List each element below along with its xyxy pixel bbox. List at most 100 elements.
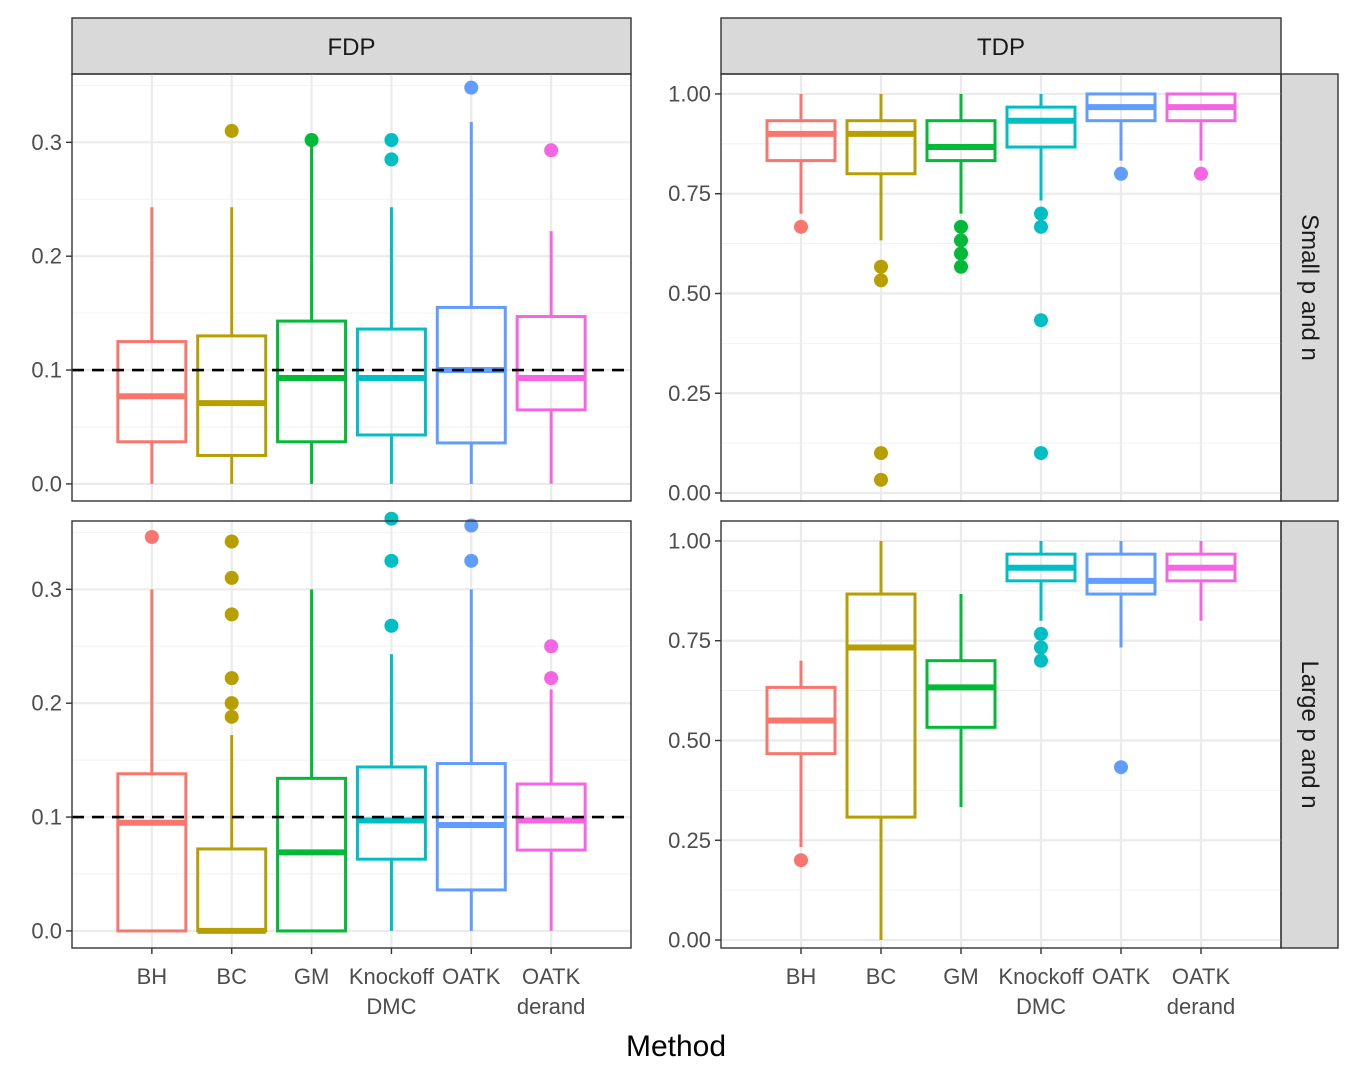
strip-label-fdp: FDP [328,34,376,61]
x-tick-label: GM [943,964,978,989]
outlier-point [954,259,968,274]
y-tick-label: 0.75 [668,628,711,653]
x-tick-label-line2: DMC [366,994,416,1019]
y-tick-label: 0.0 [31,918,62,943]
strip-label-small: Small p and n [1296,214,1323,361]
strip-label-tdp: TDP [977,34,1025,61]
x-axes: BH BC GM Knockoff DMC OATK OATK derand BH BC GM Kno… [137,948,1236,1019]
y-tick-label: 0.1 [31,358,62,383]
outlier-point [224,534,239,549]
outlier-point [1114,166,1128,181]
panel-border [71,73,632,502]
outlier-point [304,133,319,148]
box-iqr [515,315,587,412]
outlier-point [794,219,808,234]
box-oatk [435,518,507,931]
x-tick-label: OATK [442,964,501,989]
box-iqr [925,119,997,163]
x-tick-label-line2: DMC [1016,994,1066,1019]
y-tick-label: 0.25 [668,828,711,853]
outlier-point [224,607,239,622]
box-bh [116,207,188,484]
box-bc [845,540,917,941]
outlier-point [954,233,968,248]
outlier-point [384,511,399,526]
outlier-point [224,123,239,138]
box-iqr [435,305,507,445]
y-tick-label: 0.75 [668,181,711,206]
y-tick-label: 0.25 [668,381,711,406]
box-iqr [196,334,268,457]
panel-tdp-large: 0.00 0.25 0.50 0.75 1.00 [668,520,1282,953]
box-iqr [1085,552,1157,596]
y-tick-label: 0.0 [31,471,62,496]
panel-border [720,520,1282,949]
outlier-point [1034,626,1048,641]
strip-label-large: Large p and n [1296,660,1323,808]
x-tick-label: OATK [522,964,581,989]
box-iqr [355,327,427,437]
outlier-point [464,518,479,533]
outlier-point [874,259,888,274]
box-oatk [1085,540,1157,775]
outlier-point [384,133,399,148]
box-oatk-derand [1165,92,1237,181]
y-tick-label: 1.00 [668,81,711,106]
x-tick-label: BC [216,964,247,989]
box-iqr [1005,105,1077,149]
x-tick-label: BC [866,964,897,989]
panel-fdp-small: 0.0 0.1 0.2 0.3 [31,73,632,502]
outlier-point [954,246,968,261]
box-bh [116,529,188,933]
box-iqr [276,319,348,444]
outlier-point [384,553,399,568]
y-tick-label: 0.2 [31,244,62,269]
box-iqr [845,592,917,819]
y-tick-label: 0.1 [31,805,62,830]
outlier-point [544,143,559,158]
y-tick-label: 1.00 [668,528,711,553]
box-bh [765,660,837,868]
panel-border [720,73,1282,502]
box-bc [196,534,268,934]
box-gm [925,93,997,274]
x-axis-title: Method [626,1030,726,1063]
strip-small-p-n: Small p and n [1280,73,1339,502]
outlier-point [224,709,239,724]
box-bh [765,93,837,234]
outlier-point [794,853,808,868]
y-tick-label: 0.50 [668,728,711,753]
box-oatk [435,80,507,484]
outlier-point [384,618,399,633]
box-oatk-derand [1165,540,1237,621]
panels: 0.0 0.1 0.2 0.3 0.0 0.1 0.2 0.3 0.00 0.25 0.50 0.75… [31,73,1282,953]
x-tick-label: Knockoff [998,964,1084,989]
strip-large-p-n: Large p and n [1280,520,1339,949]
y-tick-label: 0.00 [668,481,711,506]
outlier-point [1034,446,1048,461]
box-iqr [765,119,837,163]
outlier-point [874,273,888,288]
box-knockoff-dmc [1005,540,1077,668]
outlier-point [464,80,479,95]
strip-tdp: TDP [720,17,1282,75]
y-tick-label: 0.00 [668,928,711,953]
outlier-point [464,553,479,568]
box-gm [276,589,348,933]
panel-border [71,520,632,949]
y-tick-label: 0.3 [31,130,62,155]
box-bc [196,123,268,484]
outlier-point [874,472,888,487]
outlier-point [1034,206,1048,221]
x-tick-label: BH [137,964,168,989]
outlier-point [954,219,968,234]
box-iqr [116,340,188,444]
outlier-point [224,671,239,686]
box-oatk-derand [515,143,587,484]
outlier-point [1194,166,1208,181]
outlier-point [1114,760,1128,775]
outlier-point [1034,653,1048,668]
x-tick-label-line2: derand [1167,994,1236,1019]
y-tick-label: 0.2 [31,691,62,716]
